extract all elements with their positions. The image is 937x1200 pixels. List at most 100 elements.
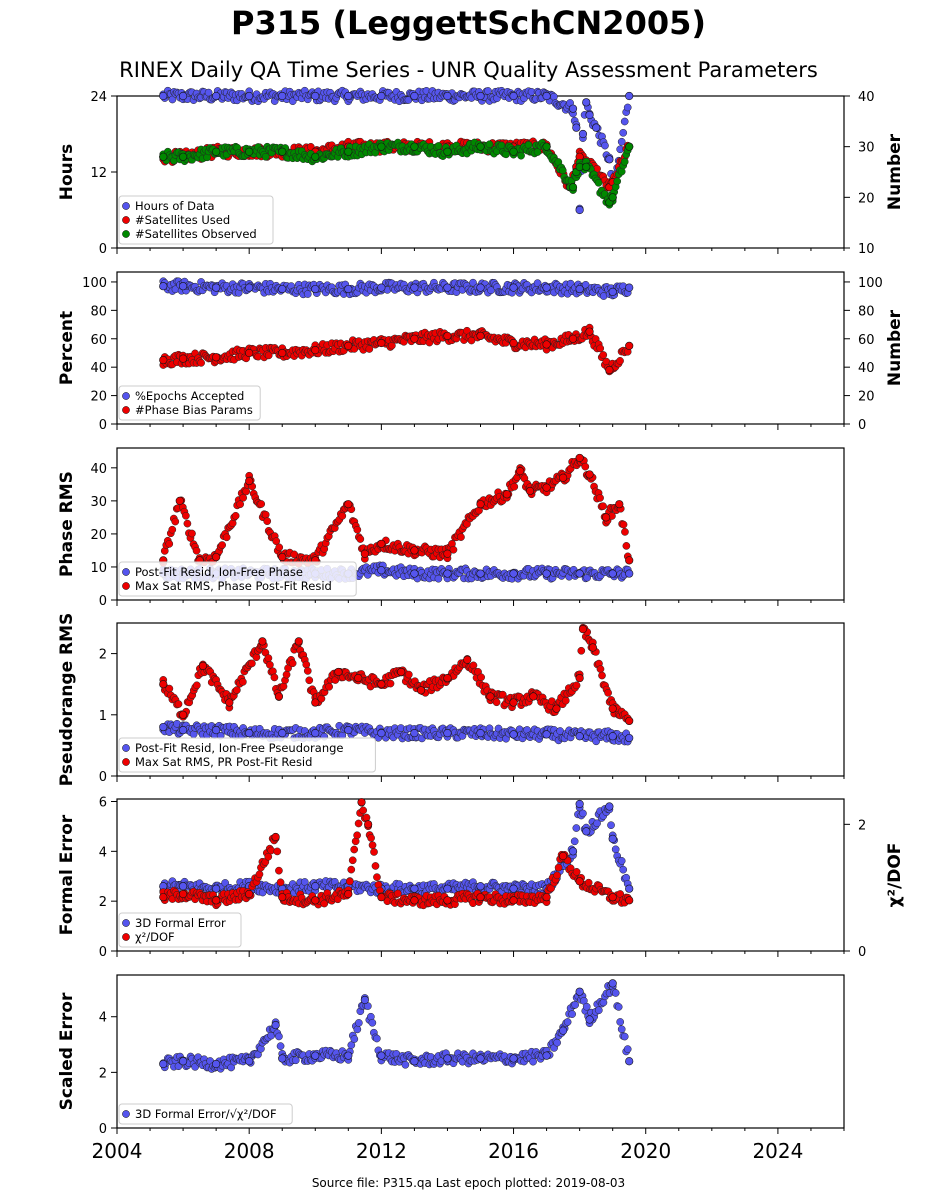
data-point <box>271 832 280 842</box>
legend-label: χ²/DOF <box>135 930 175 944</box>
data-point <box>443 91 452 101</box>
x-tick-label: 2012 <box>356 1139 407 1163</box>
y-tick-label-right: 0 <box>858 418 866 433</box>
data-point <box>575 673 584 683</box>
legend-marker <box>122 582 130 590</box>
data-point <box>276 878 285 887</box>
y-axis-label: Pseudorange RMS <box>57 613 77 787</box>
data-point <box>443 549 452 558</box>
data-point <box>344 147 353 156</box>
data-point <box>245 729 254 738</box>
data-point <box>443 884 452 893</box>
data-point <box>212 147 221 156</box>
data-point <box>608 732 617 741</box>
data-point <box>410 546 419 555</box>
data-point <box>443 569 452 578</box>
data-point <box>178 1057 188 1066</box>
data-point <box>572 824 581 832</box>
legend-label: #Phase Bias Params <box>135 403 253 417</box>
data-point <box>212 353 221 362</box>
data-point <box>542 91 551 101</box>
data-point <box>582 1002 591 1011</box>
data-point <box>509 896 518 905</box>
data-point <box>159 91 168 101</box>
data-point <box>344 91 353 101</box>
data-point <box>509 884 518 893</box>
data-point <box>575 569 584 578</box>
data-point <box>311 882 320 891</box>
x-tick-label: 2024 <box>752 1139 803 1163</box>
data-point <box>598 671 606 680</box>
data-point <box>582 162 591 172</box>
data-point <box>617 137 626 146</box>
data-point <box>273 847 282 856</box>
data-point <box>585 110 594 120</box>
data-point <box>608 893 617 902</box>
data-point <box>311 152 320 161</box>
data-point <box>178 882 188 891</box>
y-tick-label: 80 <box>90 304 107 319</box>
data-point <box>617 857 626 865</box>
legend-label: Post-Fit Resid, Ion-Free Pseudorange <box>135 741 343 755</box>
data-point <box>608 287 617 296</box>
x-tick-label: 2016 <box>488 1139 539 1163</box>
data-point <box>476 569 485 578</box>
data-point <box>233 686 241 694</box>
data-point <box>278 284 287 294</box>
data-point <box>245 147 254 156</box>
data-point <box>410 334 419 343</box>
y-tick-label-right: 20 <box>858 191 875 206</box>
data-point <box>245 91 254 101</box>
data-point <box>410 91 419 101</box>
y-tick-label-right: 10 <box>858 242 875 257</box>
data-point <box>239 678 247 686</box>
y-tick-label: 2 <box>99 1066 107 1081</box>
data-point <box>516 467 525 476</box>
data-point <box>510 482 519 491</box>
data-point <box>218 541 226 549</box>
data-point <box>578 625 588 634</box>
y-tick-label: 24 <box>90 90 107 105</box>
data-point <box>192 546 201 555</box>
data-point <box>617 1025 626 1034</box>
data-point <box>377 142 386 151</box>
legend-marker <box>122 568 130 576</box>
data-point <box>509 1054 518 1063</box>
data-point <box>625 91 634 101</box>
data-point <box>344 889 353 899</box>
data-point <box>365 345 374 353</box>
data-point <box>608 569 617 578</box>
y-tick-label-right: 60 <box>858 333 875 348</box>
legend-label: #Satellites Observed <box>135 227 257 241</box>
data-point <box>410 884 419 893</box>
data-point <box>584 878 593 887</box>
legend-label: #Satellites Used <box>135 213 230 227</box>
footer-source: Source file: P315.qa Last epoch plotted:… <box>311 1176 626 1190</box>
data-point <box>270 673 279 682</box>
data-point <box>561 696 570 705</box>
data-point <box>159 680 168 689</box>
data-point <box>579 809 587 818</box>
y-tick-label: 30 <box>90 495 107 510</box>
data-point <box>625 341 634 350</box>
data-point <box>623 1045 632 1053</box>
y-tick-label-right: 2 <box>858 818 866 833</box>
data-point <box>178 710 188 719</box>
data-point <box>377 1051 386 1060</box>
data-point <box>245 283 254 292</box>
data-point <box>625 716 634 726</box>
x-tick-label: 2008 <box>224 1139 275 1163</box>
data-point <box>542 483 551 492</box>
legend-marker <box>122 758 130 766</box>
data-point <box>264 654 273 662</box>
data-point <box>377 91 386 101</box>
data-point <box>377 539 386 548</box>
data-point <box>377 680 386 689</box>
legend-marker <box>122 406 130 414</box>
data-point <box>350 845 359 854</box>
data-point <box>278 348 287 358</box>
y-tick-label: 0 <box>99 242 107 257</box>
data-point <box>344 725 353 735</box>
data-point <box>575 877 584 886</box>
legend-label: 3D Formal Error/√χ²/DOF <box>135 1107 277 1121</box>
